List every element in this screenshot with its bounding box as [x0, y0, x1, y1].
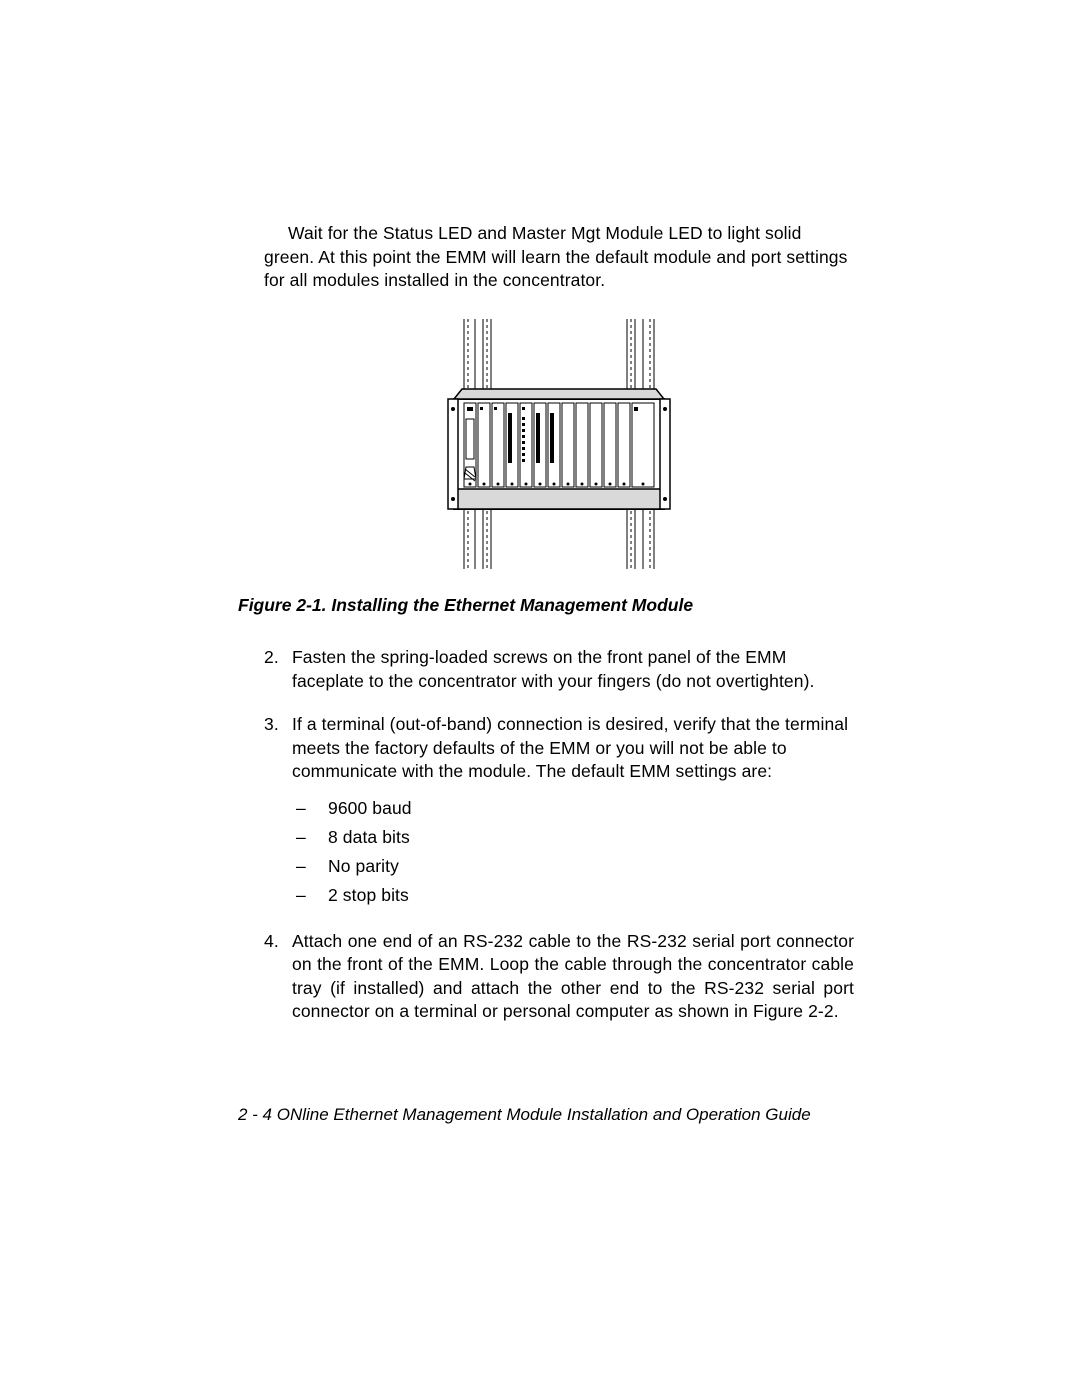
step-list: 2. Fasten the spring-loaded screws on th… [264, 646, 854, 1024]
settings-list: –9600 baud –8 data bits –No parity –2 st… [292, 794, 854, 910]
step-text: Attach one end of an RS-232 cable to the… [292, 930, 854, 1025]
step-number: 2. [264, 646, 292, 693]
step-text: If a terminal (out-of-band) connection i… [292, 713, 854, 909]
step-text: Fasten the spring-loaded screws on the f… [292, 646, 854, 693]
step-3: 3. If a terminal (out-of-band) connectio… [264, 713, 854, 909]
page-content: Wait for the Status LED and Master Mgt M… [264, 222, 854, 1044]
step-number: 4. [264, 930, 292, 1025]
setting-baud: –9600 baud [292, 794, 854, 823]
figure-caption: Figure 2-1. Installing the Ethernet Mana… [238, 595, 854, 616]
step-number: 3. [264, 713, 292, 909]
setting-stopbits: –2 stop bits [292, 881, 854, 910]
page-footer: 2 - 4 ONline Ethernet Management Module … [238, 1105, 811, 1125]
step-4: 4. Attach one end of an RS-232 cable to … [264, 930, 854, 1025]
setting-databits: –8 data bits [292, 823, 854, 852]
setting-parity: –No parity [292, 852, 854, 881]
rack-illustration [446, 319, 672, 569]
intro-paragraph: Wait for the Status LED and Master Mgt M… [264, 222, 854, 293]
figure-container [264, 319, 854, 569]
step-2: 2. Fasten the spring-loaded screws on th… [264, 646, 854, 693]
